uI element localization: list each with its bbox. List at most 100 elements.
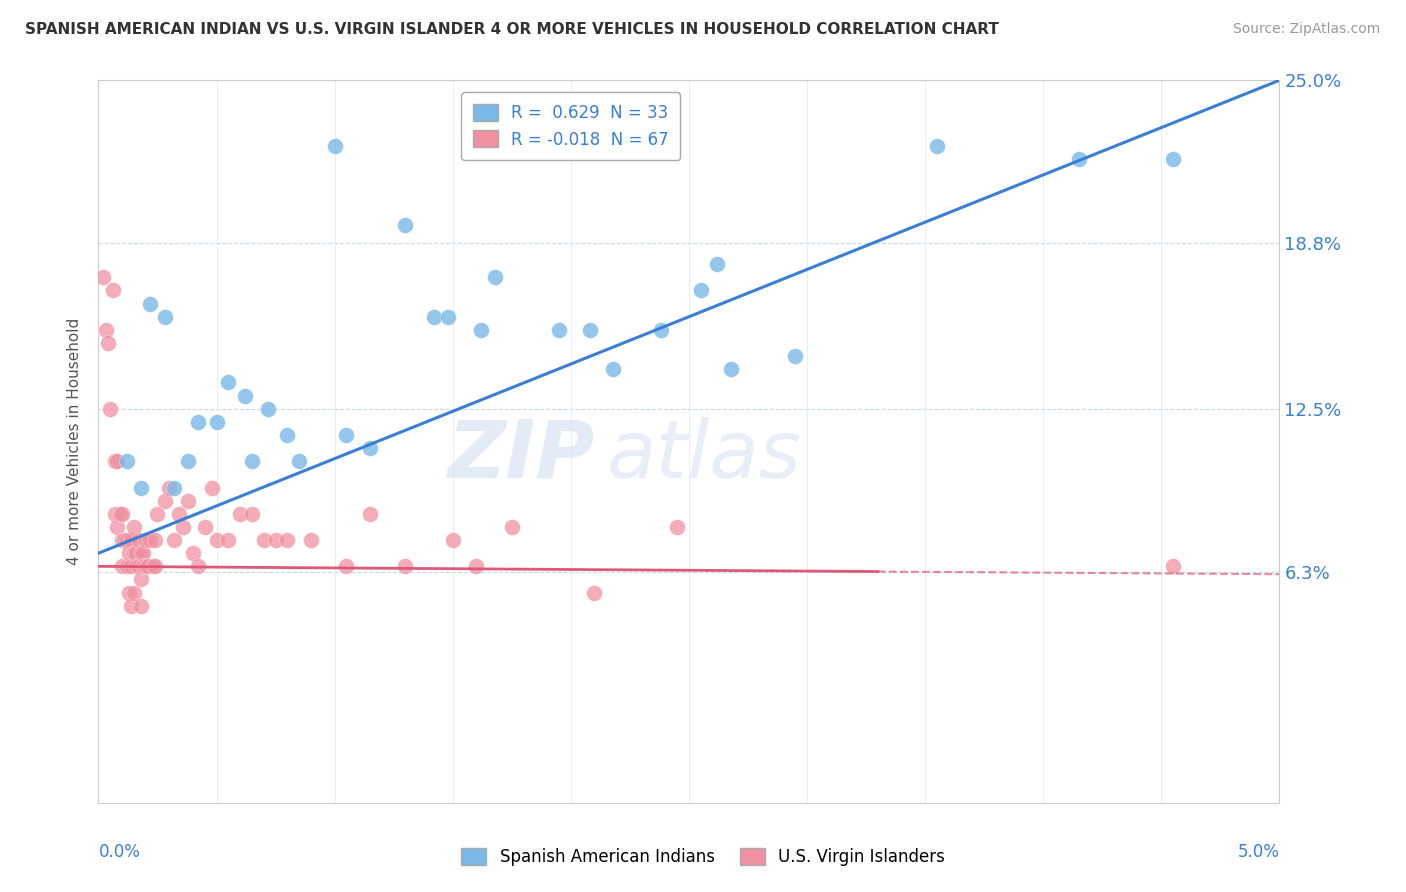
Point [257, 401, 280, 416]
Y-axis label: 4 or more Vehicles in Household: 4 or more Vehicles in Household [67, 318, 83, 566]
Point [187, 415, 209, 429]
Point [153, 310, 176, 324]
Point [128, 559, 150, 574]
Point [359, 507, 381, 521]
Point [501, 520, 523, 534]
Point [129, 546, 152, 560]
Point [229, 507, 252, 521]
Text: 5.0%: 5.0% [1237, 843, 1279, 861]
Point [129, 573, 152, 587]
Point [97, 336, 120, 351]
Point [394, 218, 416, 232]
Point [1161, 559, 1184, 574]
Point [323, 139, 346, 153]
Point [101, 284, 124, 298]
Point [240, 454, 263, 468]
Point [111, 533, 134, 547]
Point [194, 520, 217, 534]
Text: ZIP: ZIP [447, 417, 595, 495]
Point [125, 546, 148, 560]
Point [163, 481, 186, 495]
Text: SPANISH AMERICAN INDIAN VS U.S. VIRGIN ISLANDER 4 OR MORE VEHICLES IN HOUSEHOLD : SPANISH AMERICAN INDIAN VS U.S. VIRGIN I… [25, 22, 1000, 37]
Point [187, 559, 209, 574]
Point [129, 481, 152, 495]
Point [276, 428, 298, 442]
Point [111, 559, 134, 574]
Point [177, 454, 200, 468]
Point [177, 493, 200, 508]
Point [335, 428, 357, 442]
Text: atlas: atlas [606, 417, 801, 495]
Text: 0.0%: 0.0% [98, 843, 141, 861]
Point [217, 376, 239, 390]
Point [146, 507, 169, 521]
Point [121, 599, 143, 613]
Point [548, 323, 571, 337]
Point [1067, 152, 1090, 166]
Point [167, 507, 190, 521]
Point [136, 559, 159, 574]
Point [1161, 152, 1184, 166]
Point [104, 454, 127, 468]
Point [122, 585, 145, 599]
Point [104, 507, 127, 521]
Point [335, 559, 357, 574]
Point [105, 520, 128, 534]
Point [689, 284, 711, 298]
Point [108, 507, 131, 521]
Legend: Spanish American Indians, U.S. Virgin Islanders: Spanish American Indians, U.S. Virgin Is… [454, 841, 952, 873]
Point [172, 520, 194, 534]
Point [720, 362, 742, 376]
Text: Source: ZipAtlas.com: Source: ZipAtlas.com [1233, 22, 1381, 37]
Point [181, 546, 204, 560]
Point [121, 533, 143, 547]
Point [142, 559, 165, 574]
Point [233, 388, 256, 402]
Point [205, 415, 228, 429]
Point [139, 533, 162, 547]
Point [135, 559, 157, 574]
Legend: R =  0.629  N = 33, R = -0.018  N = 67: R = 0.629 N = 33, R = -0.018 N = 67 [461, 92, 681, 161]
Point [359, 441, 381, 455]
Point [201, 481, 224, 495]
Point [121, 559, 143, 574]
Point [94, 323, 117, 337]
Point [470, 323, 492, 337]
Point [135, 533, 157, 547]
Point [122, 520, 145, 534]
Point [276, 533, 298, 547]
Point [785, 349, 807, 363]
Point [925, 139, 948, 153]
Point [153, 493, 176, 508]
Point [115, 559, 138, 574]
Point [666, 520, 689, 534]
Point [465, 559, 488, 574]
Point [143, 533, 166, 547]
Point [157, 481, 180, 495]
Point [125, 559, 148, 574]
Point [139, 296, 162, 310]
Point [98, 401, 121, 416]
Point [122, 546, 145, 560]
Point [441, 533, 464, 547]
Point [288, 454, 311, 468]
Point [217, 533, 239, 547]
Point [264, 533, 287, 547]
Point [111, 507, 134, 521]
Point [253, 533, 276, 547]
Point [394, 559, 416, 574]
Point [112, 533, 135, 547]
Point [423, 310, 446, 324]
Point [129, 599, 152, 613]
Point [484, 270, 506, 285]
Point [240, 507, 263, 521]
Point [91, 270, 114, 285]
Point [650, 323, 672, 337]
Point [602, 362, 624, 376]
Point [115, 533, 138, 547]
Point [143, 559, 166, 574]
Point [583, 585, 606, 599]
Point [132, 559, 155, 574]
Point [118, 546, 141, 560]
Point [299, 533, 322, 547]
